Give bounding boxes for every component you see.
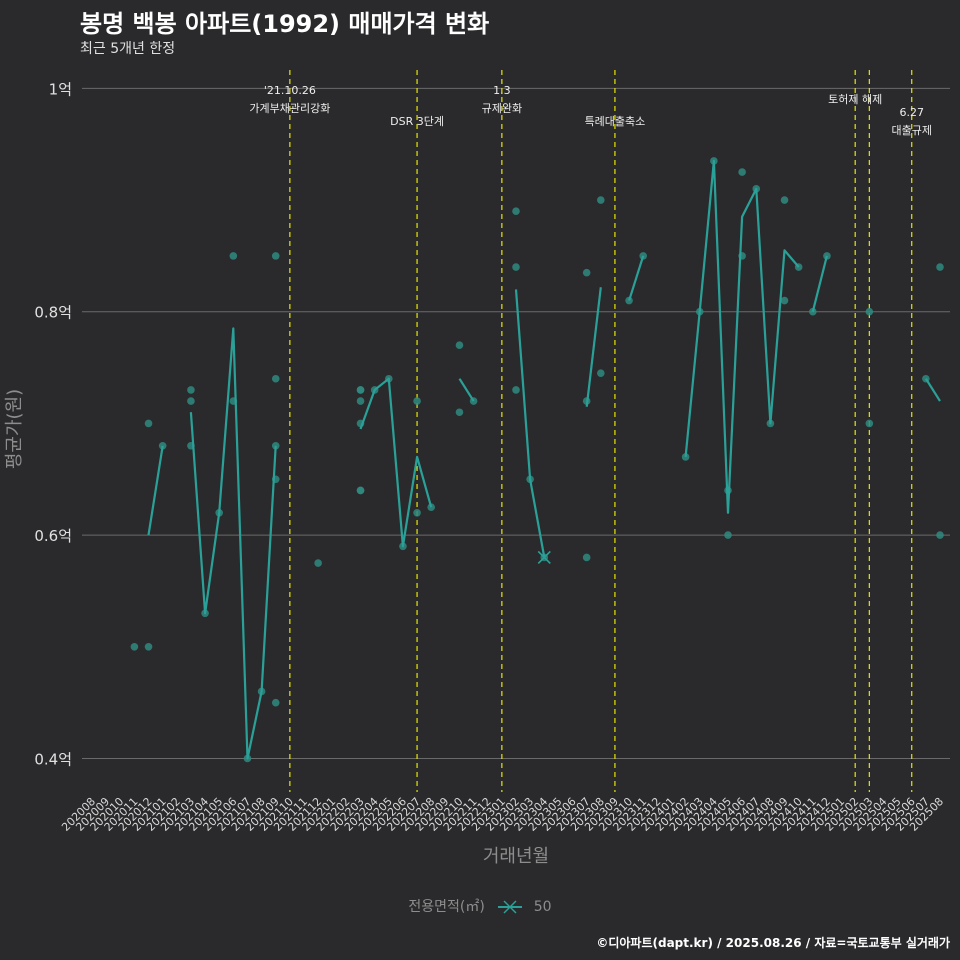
data-point (597, 196, 605, 204)
series-line-segment (458, 378, 475, 402)
event-date-label: '21.10.26 (264, 84, 316, 97)
data-point (130, 643, 139, 651)
data-point (809, 307, 817, 316)
data-point (144, 643, 153, 651)
data-point (455, 408, 464, 417)
event-label: 규제완화 (482, 102, 522, 115)
data-point (271, 698, 280, 707)
data-point (724, 531, 732, 539)
legend: 전용면적(㎡) 50 (0, 896, 960, 916)
series-line-segment (924, 378, 941, 402)
legend-key-icon (498, 900, 523, 914)
y-tick-label: 1억 (49, 80, 72, 98)
data-point (512, 386, 520, 394)
data-point (780, 296, 789, 305)
data-point (512, 263, 520, 271)
series-line-segment (628, 255, 645, 301)
legend-title: 전용면적(㎡) (408, 899, 485, 915)
y-tick-label: 0.6억 (34, 527, 72, 545)
data-point (144, 419, 153, 428)
data-point (823, 252, 831, 260)
source-caption: ©디아파트(dapt.kr) / 2025.08.26 / 자료=국토교통부 실… (596, 936, 950, 950)
data-point (356, 386, 365, 394)
data-point (187, 386, 195, 394)
data-point (158, 441, 167, 450)
event-label: 가계부채관리강화 (249, 102, 330, 115)
data-point (865, 419, 874, 428)
data-point (639, 252, 647, 260)
data-point (865, 307, 874, 316)
series-line-segment (147, 445, 164, 536)
data-point (681, 453, 690, 461)
x-axis-title: 거래년월 (483, 846, 549, 867)
event-date-label: 6.27 (899, 106, 924, 119)
chart-title: 봉명 백봉 아파트(1992) 매매가격 변화 (80, 10, 490, 38)
event-label: 대출규제 (891, 124, 931, 137)
data-point (780, 196, 789, 204)
data-point (271, 441, 280, 450)
data-point (936, 263, 944, 271)
series-line-segment (359, 377, 433, 548)
data-point (512, 207, 520, 215)
series-line-segment (684, 159, 800, 514)
y-axis-title: 평균가(원) (4, 389, 25, 469)
series-line-segment (189, 327, 277, 760)
data-point (455, 341, 464, 350)
latest-marker (537, 550, 551, 565)
event-date-label: 1.3 (493, 84, 511, 97)
y-tick-label: 0.8억 (34, 304, 72, 322)
y-tick-label: 0.4억 (34, 750, 72, 768)
data-point (314, 559, 322, 567)
event-label: 토허제 해제 (828, 92, 882, 106)
data-point (271, 252, 280, 260)
data-point (582, 553, 591, 562)
data-point (229, 252, 238, 260)
event-label: DSR 3단계 (390, 115, 444, 128)
data-point (356, 397, 365, 405)
data-point (187, 397, 195, 405)
series-line-segment (811, 255, 828, 312)
data-point (413, 397, 421, 405)
data-point (936, 531, 944, 539)
data-point (738, 168, 746, 176)
chart-subtitle: 최근 5개년 한정 (80, 41, 176, 57)
series-line-segment (585, 287, 602, 407)
data-point (597, 369, 605, 377)
data-point (582, 268, 591, 277)
data-point (271, 374, 280, 383)
series-line-segment (514, 289, 546, 558)
event-label: 특례대출축소 (585, 115, 646, 128)
legend-value: 50 (533, 899, 552, 915)
data-point (413, 508, 421, 517)
data-point (356, 486, 365, 495)
